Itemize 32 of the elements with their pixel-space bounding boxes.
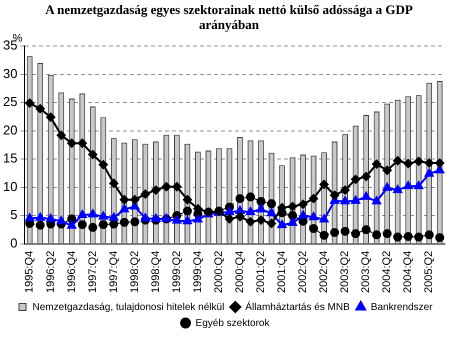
y-tick-label: 15 [2,150,18,166]
x-tick-label: 1996:Q4 [66,250,78,293]
chart-title: A nemzetgazdaság egyes szektorainak nettó külső adóssága a GDP arányában [44,1,414,32]
x-tick-label: 1999:Q2 [170,250,183,293]
y-tick-label: 0 [10,235,18,250]
x-tick-label: 1998:Q2 [128,250,141,293]
x-tick-label: 1999:Q4 [192,250,204,293]
legend-label: Nemzetgazdaság, tulajdonosi hitelek nélkül [32,302,224,313]
x-tick-label: 2004:Q2 [381,250,394,293]
x-tick-label: 1997:Q4 [108,250,120,293]
y-tick-label: 20 [2,122,18,138]
y-tick-label: 10 [2,178,18,194]
x-tick-label: 2002:Q4 [318,250,330,293]
x-tick-label: 1997:Q2 [86,250,99,293]
x-tick-label: 2005:Q2 [423,250,436,293]
x-tick-label: 2002:Q2 [297,250,310,293]
x-tick-label: 2001:Q4 [276,250,288,293]
y-tick-label: 5 [10,207,18,222]
y-tick-label: 25 [2,94,18,110]
x-tick-label: 1995:Q4 [24,250,36,293]
x-tick-label: 1998:Q4 [150,250,162,293]
x-tick-label: 2000:Q2 [212,250,225,293]
legend-label: Bankrendszer [370,302,434,313]
x-tick-label: 2001:Q2 [255,250,268,293]
legend-label: Egyéb szektorok [196,318,270,329]
legend-label: Államháztartás és MNB [245,300,350,313]
x-tick-label: 2004:Q4 [402,250,414,293]
x-tick-label: 2003:Q2 [339,250,352,293]
x-tick-label: 1996:Q2 [44,250,57,293]
x-tick-label: 2003:Q4 [360,250,372,293]
x-tick-label: 2000:Q4 [234,250,246,293]
y-tick-label: 30 [2,66,18,81]
